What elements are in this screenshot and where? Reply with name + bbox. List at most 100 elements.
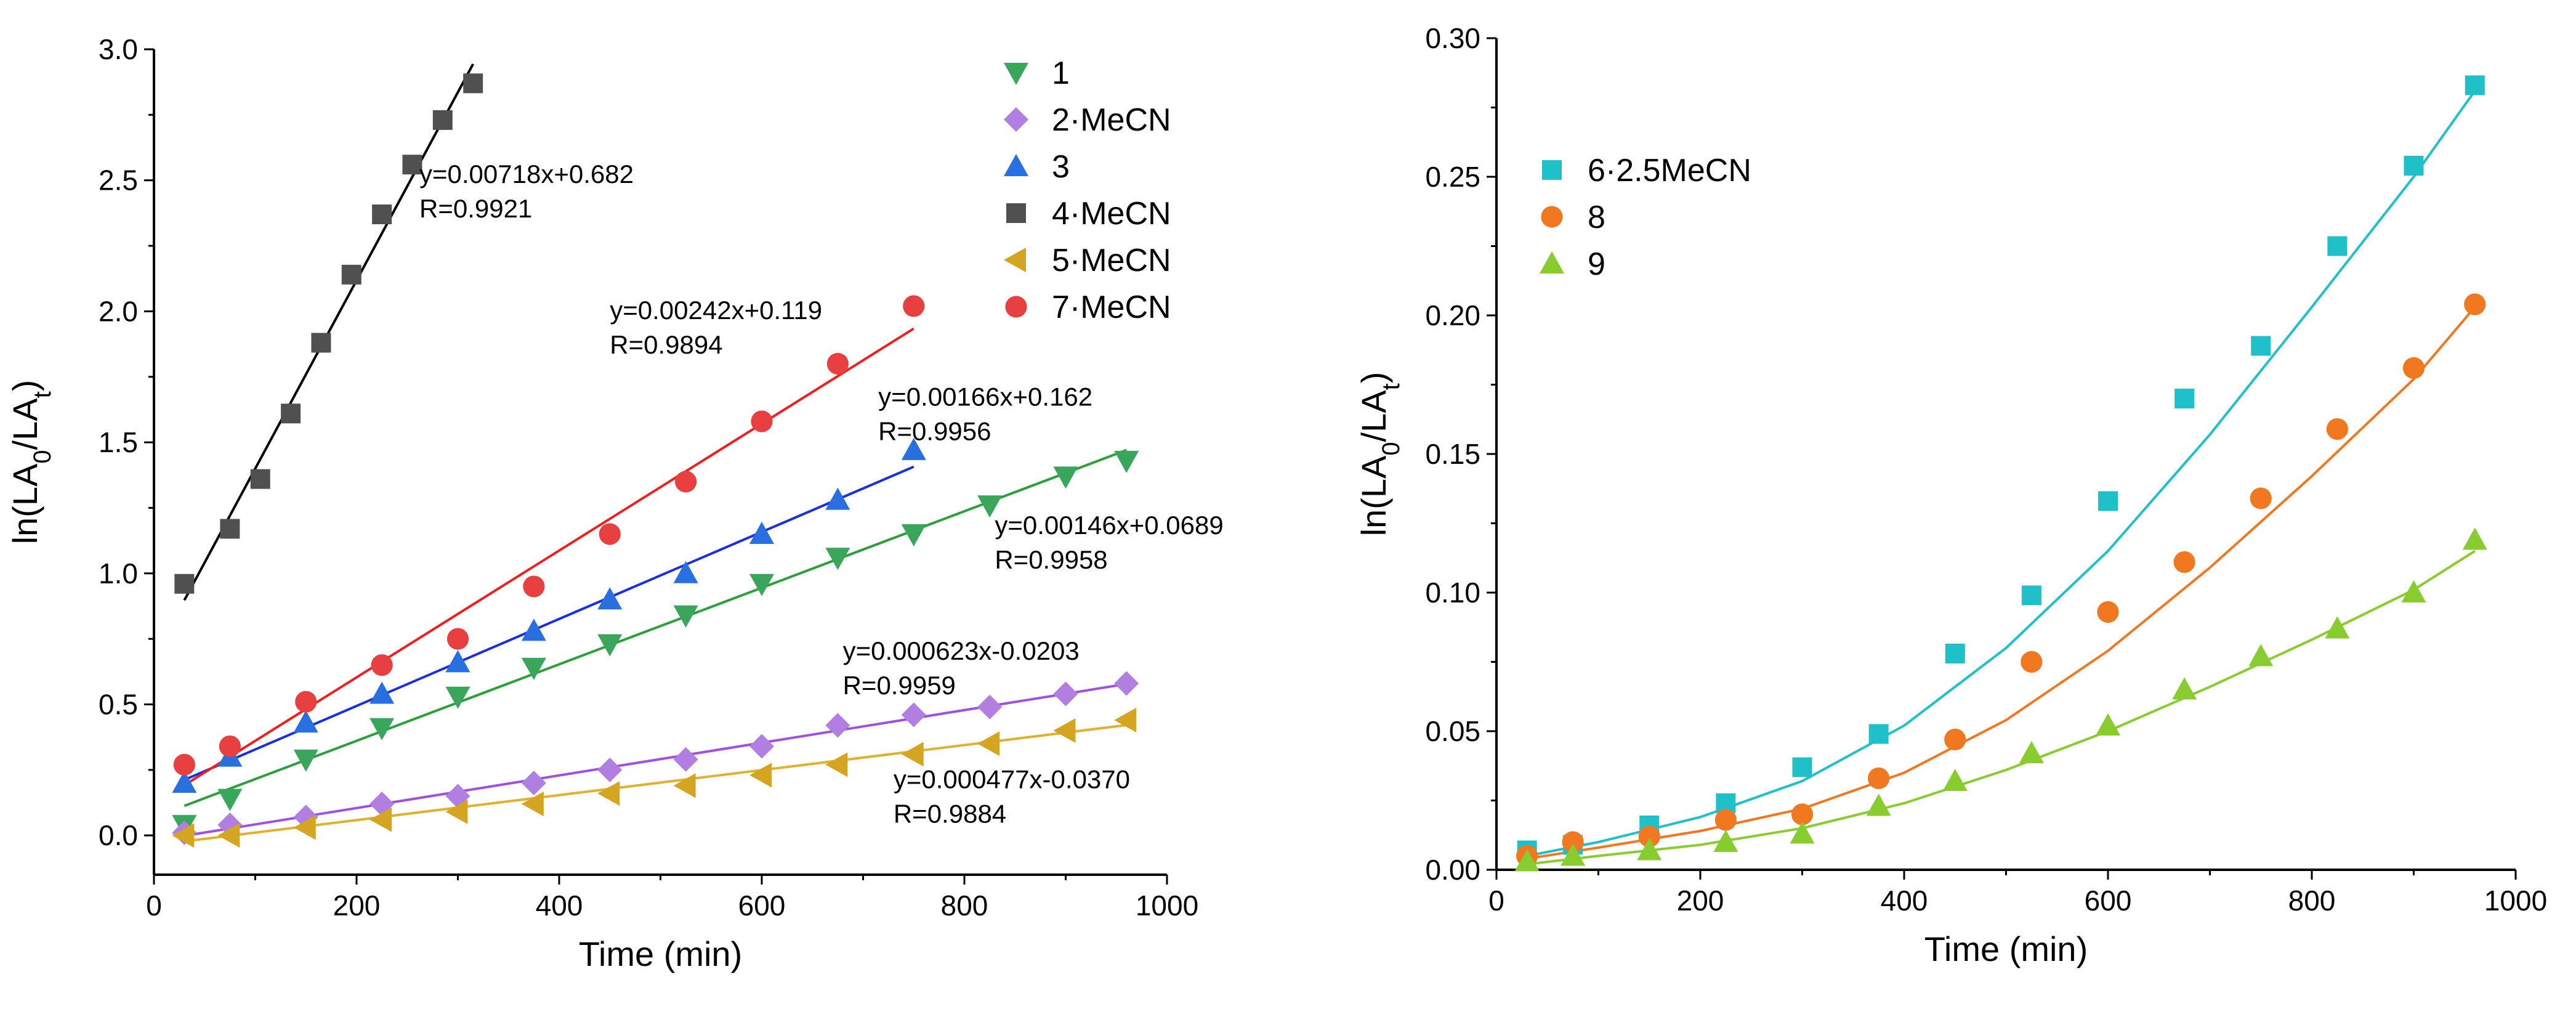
left-data-point — [172, 771, 197, 793]
left-data-point — [597, 587, 623, 610]
right-data-point — [1792, 757, 1812, 777]
left-data-point — [173, 753, 195, 776]
right-fit-curve — [1527, 549, 2476, 865]
right-legend-label: 9 — [1588, 246, 1605, 282]
right-legend-marker — [1540, 251, 1564, 273]
left-data-point — [597, 634, 623, 657]
right-data-point — [2251, 336, 2271, 356]
right-data-point — [2098, 491, 2118, 511]
left-y-axis-title-part: ) — [6, 380, 44, 392]
left-data-point — [172, 823, 195, 848]
right-legend-label: 6·2.5MeCN — [1588, 153, 1751, 188]
left-data-point — [445, 799, 468, 824]
right-x-tick-label: 1000 — [2484, 885, 2547, 917]
right-y-axis-title-subscript: 0 — [1378, 442, 1405, 455]
right-data-point — [2019, 741, 2044, 763]
right-data-point — [2096, 713, 2120, 735]
left-data-point — [673, 773, 696, 798]
left-x-tick-label: 0 — [146, 889, 162, 922]
left-data-point — [295, 691, 317, 713]
right-legend-label: 8 — [1588, 200, 1605, 235]
left-data-point — [281, 403, 301, 424]
right-data-point — [1868, 767, 1890, 790]
left-data-point — [174, 573, 195, 594]
right-legend-marker — [1541, 206, 1563, 228]
left-data-point — [463, 73, 483, 94]
left-data-point — [445, 650, 470, 673]
left-y-axis-title-subscript: t — [29, 391, 56, 398]
right-data-point — [1562, 831, 1584, 853]
left-data-point — [293, 710, 318, 733]
left-y-tick-label: 1.0 — [99, 557, 138, 590]
right-data-point — [1714, 809, 1737, 831]
left-data-point — [369, 807, 392, 832]
left-legend-marker — [1005, 296, 1027, 318]
right-data-point — [2465, 75, 2485, 95]
left-fit-annotation: y=0.00166x+0.162 — [878, 383, 1092, 411]
left-fit-annotation: R=0.9894 — [610, 330, 722, 359]
left-data-point — [1053, 718, 1076, 744]
left-data-point — [977, 694, 1003, 719]
right-fit-curve — [1527, 90, 2476, 857]
left-data-point — [369, 718, 395, 740]
left-fit-annotation: R=0.9921 — [419, 194, 532, 223]
right-data-point — [1791, 803, 1814, 825]
right-data-point — [2172, 677, 2197, 700]
right-series-6·2.5MeCN — [1517, 75, 2485, 861]
right-y-axis-title-subscript: t — [1378, 383, 1405, 390]
left-data-point — [675, 471, 697, 493]
left-data-point — [250, 469, 270, 489]
left-y-axis-title-subscript: 0 — [29, 450, 56, 463]
left-y-tick-label: 2.0 — [99, 295, 138, 327]
left-x-tick-label: 800 — [941, 889, 988, 922]
right-y-tick-label: 0.10 — [1425, 577, 1480, 609]
right-y-axis-title-part: ln(LA — [1354, 455, 1393, 536]
left-fit-line — [184, 683, 1127, 837]
left-legend-label: 1 — [1052, 55, 1070, 91]
left-series-1 — [172, 450, 1139, 838]
left-legend-label: 4·MeCN — [1052, 196, 1171, 232]
left-y-tick-label: 0.5 — [99, 688, 138, 720]
left-data-point — [825, 713, 850, 738]
left-legend-marker — [1004, 107, 1028, 132]
left-y-axis-title-part: /LA — [6, 398, 44, 450]
right-y-axis-title: ln(LA0/LAt) — [1354, 372, 1405, 537]
left-data-point — [749, 521, 774, 544]
right-x-tick-label: 400 — [1881, 885, 1928, 917]
right-data-point — [1713, 830, 1738, 852]
left-data-point — [372, 205, 392, 224]
left-data-point — [445, 686, 470, 709]
left-data-point — [521, 657, 546, 680]
right-data-point — [1790, 821, 1815, 844]
right-series-9 — [1514, 527, 2487, 872]
right-x-axis-title: Time (min) — [1924, 930, 2088, 968]
left-data-point — [977, 731, 1000, 756]
left-fit-annotation: y=0.00718x+0.682 — [419, 160, 634, 188]
left-data-point — [1053, 466, 1078, 489]
right-series-8 — [1516, 293, 2486, 867]
left-series-3 — [172, 437, 926, 793]
left-y-tick-label: 3.0 — [99, 33, 138, 65]
right-data-point — [2021, 585, 2041, 606]
left-fit-annotation: R=0.9958 — [995, 545, 1107, 574]
left-data-point — [751, 410, 773, 432]
left-data-point — [1053, 681, 1078, 707]
right-data-point — [1638, 825, 1660, 848]
left-data-point — [597, 757, 623, 782]
left-data-point — [749, 573, 774, 596]
left-data-point — [597, 781, 620, 806]
left-data-point — [219, 735, 241, 758]
left-fit-annotation: y=0.000623x-0.0203 — [843, 636, 1080, 665]
right-data-point — [2325, 616, 2350, 639]
right-y-tick-label: 0.05 — [1425, 715, 1480, 747]
right-data-point — [2327, 236, 2348, 256]
right-y-tick-label: 0.25 — [1425, 161, 1480, 193]
right-data-point — [2097, 601, 2119, 623]
right-data-point — [1866, 793, 1891, 816]
left-data-point — [369, 681, 395, 704]
left-data-point — [673, 747, 698, 772]
left-x-tick-label: 200 — [333, 889, 381, 922]
right-data-point — [2174, 389, 2195, 408]
left-x-axis-title: Time (min) — [579, 934, 742, 973]
right-x-tick-label: 0 — [1488, 885, 1504, 917]
